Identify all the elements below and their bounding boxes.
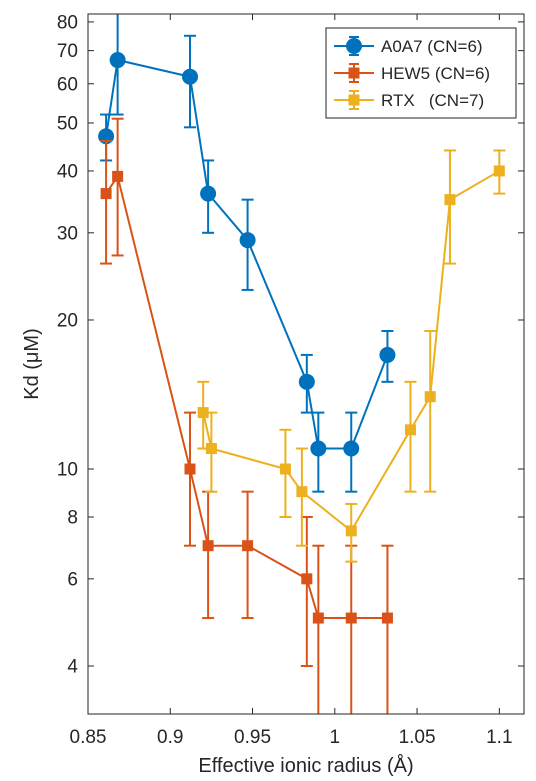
data-point: [345, 525, 357, 537]
y-tick-label: 30: [57, 223, 78, 244]
y-tick-label: 20: [57, 310, 78, 331]
data-point: [184, 463, 196, 475]
data-point: [345, 612, 357, 624]
y-tick-label: 70: [57, 41, 78, 62]
data-point: [112, 170, 124, 182]
x-tick-label: 1.05: [399, 727, 436, 748]
data-point: [298, 373, 315, 390]
y-tick-label: 10: [57, 460, 78, 481]
x-tick-label: 0.9: [157, 727, 183, 748]
data-point: [493, 165, 505, 177]
data-point: [200, 185, 217, 202]
data-point: [424, 391, 436, 403]
legend-marker: [348, 67, 360, 79]
legend-entry-1: HEW5 (CN=6): [334, 63, 490, 83]
data-point: [109, 52, 126, 69]
data-point: [202, 540, 214, 552]
data-point: [197, 407, 209, 419]
x-tick-label: 0.85: [70, 727, 107, 748]
legend: A0A7 (CN=6) HEW5 (CN=6) RTX (CN=7): [325, 27, 517, 119]
legend-entry-0: A0A7 (CN=6): [334, 36, 483, 56]
y-tick-label: 8: [67, 507, 78, 528]
data-point: [296, 486, 308, 498]
legend-label: RTX (CN=7): [381, 91, 484, 110]
data-point: [379, 346, 396, 363]
series-2: [197, 149, 506, 563]
data-point: [404, 424, 416, 436]
x-tick-label: 1.1: [486, 727, 512, 748]
series-layer: [98, 14, 506, 714]
x-axis-label: Effective ionic radius (Å): [198, 754, 413, 777]
data-point: [310, 440, 327, 457]
y-tick-label: 40: [57, 161, 78, 182]
data-point: [444, 194, 456, 206]
data-point: [312, 612, 324, 624]
x-tick-label: 1: [330, 727, 341, 748]
y-tick-label: 80: [57, 12, 78, 33]
data-point: [100, 188, 112, 200]
y-axis-label: Kd (μM): [21, 328, 43, 400]
x-axis-ticks: 0.85 0.9 0.95 1 1.05 1.1: [70, 14, 513, 748]
y-tick-label: 4: [67, 657, 78, 678]
data-point: [301, 573, 313, 585]
data-point: [239, 232, 256, 249]
data-point: [279, 463, 291, 475]
data-point: [343, 440, 360, 457]
legend-marker: [346, 38, 362, 54]
y-tick-label: 6: [67, 569, 78, 590]
legend-label: HEW5 (CN=6): [381, 64, 490, 83]
legend-label: A0A7 (CN=6): [381, 37, 483, 56]
plot-area-frame: [87, 13, 525, 715]
data-point: [242, 540, 254, 552]
legend-marker: [348, 94, 360, 106]
data-point: [182, 68, 199, 85]
y-tick-label: 60: [57, 74, 78, 95]
data-point: [381, 612, 393, 624]
legend-entry-2: RTX (CN=7): [334, 90, 484, 110]
data-point: [205, 443, 217, 455]
y-axis-ticks: 4 6 8 10 20 30 40 50 60 70 80: [57, 12, 524, 678]
y-tick-label: 50: [57, 113, 78, 134]
x-tick-label: 0.95: [234, 727, 271, 748]
series-0: [98, 14, 396, 493]
